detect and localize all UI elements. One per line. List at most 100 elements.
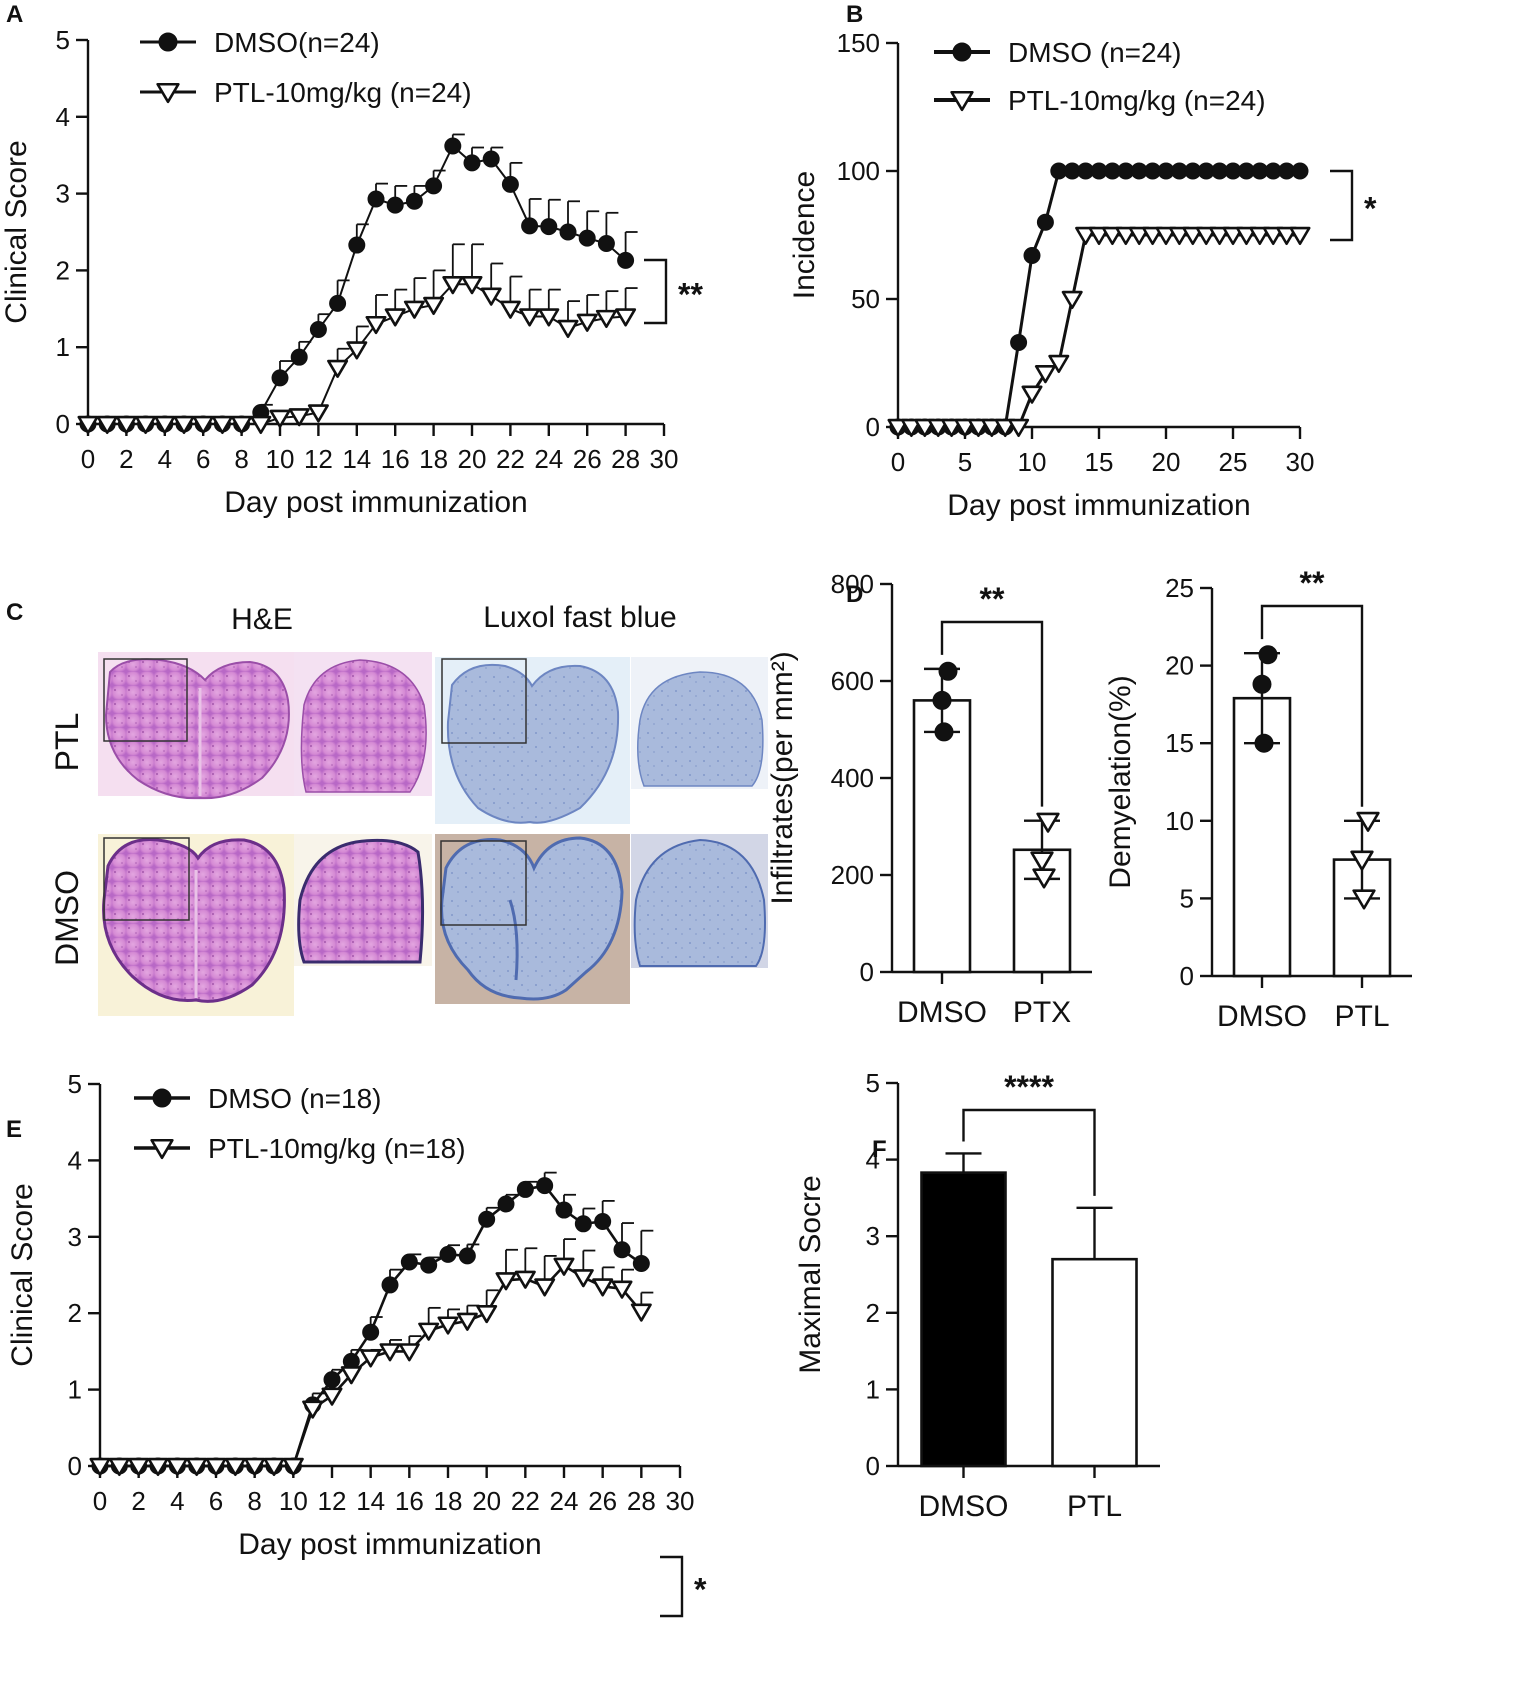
legend-marker [952, 42, 972, 62]
data-point-circle [559, 223, 577, 241]
data-point-circle [516, 1180, 534, 1198]
data-point-triangle-down [89, 1457, 111, 1477]
x-tick-label: 28 [611, 444, 640, 474]
data-point-triangle-down [553, 1257, 575, 1276]
data-point-circle [425, 177, 443, 195]
data-point-triangle-down [927, 418, 949, 438]
chart-d-demyelination: 0 5 10 15 20 25 Demyelation(%) DMSO PTL ** [1104, 565, 1412, 1033]
y-tick-label: 1 [68, 1375, 82, 1405]
legend-marker [152, 1088, 172, 1108]
data-point-triangle-down [967, 418, 989, 438]
data-point-circle [348, 236, 366, 254]
data-point [934, 722, 954, 742]
x-tick-label: 14 [342, 444, 371, 474]
data-point [1254, 733, 1274, 753]
significance-bracket [940, 620, 1044, 807]
legend-label: PTL-10mg/kg (n=18) [208, 1133, 466, 1164]
data-point-triangle-down [1195, 226, 1217, 246]
data-point-triangle-down [1021, 385, 1043, 404]
panel-letter-a: A [6, 1, 23, 28]
data-point-circle [439, 1245, 457, 1263]
legend-label: DMSO (n=18) [208, 1083, 382, 1114]
data-point-circle [444, 137, 462, 155]
legend-marker [156, 82, 180, 104]
y-tick-label: 25 [1165, 573, 1194, 603]
x-tick-label: 20 [472, 1486, 501, 1516]
data-point [1352, 889, 1376, 910]
data-point-triangle-down [403, 300, 425, 319]
legend-label: DMSO(n=24) [214, 27, 380, 58]
significance-stars: * [694, 1572, 707, 1608]
data-point-triangle-down [1008, 418, 1030, 438]
data-point-triangle-down [282, 1457, 304, 1477]
data-point-circle [309, 321, 327, 339]
x-tick-label: 22 [496, 444, 525, 474]
histology-row-dmso: DMSO [49, 870, 85, 966]
data-point-triangle-down [192, 415, 214, 435]
data-point [1356, 811, 1380, 832]
y-tick-label: 4 [56, 102, 70, 132]
data-point-triangle-down [914, 418, 936, 438]
histology-row-ptl: PTL [49, 713, 85, 772]
data-point-triangle-down [495, 1272, 517, 1291]
significance-bracket [660, 1555, 684, 1618]
significance-stars: * [1364, 191, 1377, 227]
data-point-circle [290, 348, 308, 366]
data-point-triangle-down [186, 1457, 208, 1477]
data-point-triangle-down [519, 308, 541, 327]
y-tick-label: 1 [866, 1374, 880, 1404]
data-point-triangle-down [108, 1457, 130, 1477]
data-point-triangle-down [1115, 226, 1137, 246]
data-point-triangle-down [1209, 226, 1231, 246]
x-tick-label: 25 [1219, 447, 1248, 477]
x-tick-label: 10 [279, 1486, 308, 1516]
y-tick-label: 2 [68, 1298, 82, 1328]
x-tick-label: 10 [1018, 447, 1047, 477]
data-point-triangle-down [340, 1366, 362, 1385]
data-point-triangle-down [456, 1312, 478, 1331]
x-tick-label: 12 [318, 1486, 347, 1516]
y-tick-label: 0 [860, 957, 874, 987]
dmso-he-section [98, 834, 294, 1016]
x-tick-label: 14 [356, 1486, 385, 1516]
y-axis-title: Maximal Socre [794, 1175, 827, 1373]
panel-letter-f: F [872, 1136, 887, 1163]
histology-panel: H&E Luxol fast blue PTL DMSO [49, 601, 768, 1016]
y-tick-label: 20 [1165, 651, 1194, 681]
data-point-circle [1010, 334, 1028, 352]
x-axis-title: Day post immunization [947, 489, 1250, 522]
legend-label: DMSO (n=24) [1008, 37, 1182, 68]
data-point-circle [1291, 162, 1309, 180]
y-tick-label: 3 [68, 1222, 82, 1252]
data-point-triangle-down [499, 300, 521, 319]
data-point-triangle-down [954, 418, 976, 438]
data-point-circle [400, 1253, 418, 1271]
data-point-triangle-down [538, 308, 560, 327]
x-tick-label: 28 [627, 1486, 656, 1516]
data-point-triangle-down [592, 1278, 614, 1297]
data-point-triangle-down [307, 404, 329, 423]
data-point-triangle-down [595, 309, 617, 329]
significance-bracket [644, 258, 668, 325]
data-point-triangle-down [1061, 290, 1083, 310]
legend-marker [950, 90, 974, 112]
data-point-triangle-down [135, 415, 157, 435]
x-tick-label: 16 [381, 444, 410, 474]
data-point-triangle-down [379, 1343, 401, 1362]
y-tick-label: 2 [866, 1298, 880, 1328]
x-tick-label: 15 [1085, 447, 1114, 477]
data-point-circle [613, 1241, 631, 1259]
data-point-circle [578, 229, 596, 247]
y-tick-label: 100 [837, 156, 880, 186]
data-point-circle [367, 190, 385, 208]
x-tick-label: 24 [550, 1486, 579, 1516]
x-tick-label: 30 [650, 444, 679, 474]
x-tick-label: 8 [247, 1486, 261, 1516]
x-tick-label: 30 [1286, 447, 1315, 477]
data-point-circle [1036, 213, 1054, 231]
data-point-triangle-down [994, 418, 1016, 438]
significance-stars: ** [980, 581, 1005, 617]
data-point-triangle-down [302, 1400, 324, 1419]
